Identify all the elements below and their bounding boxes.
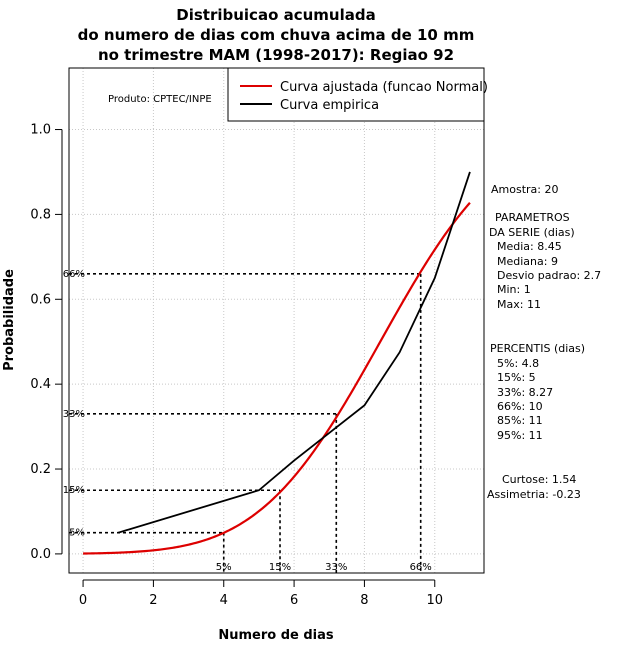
percentil-33: 33%: 8.27 [497, 386, 553, 399]
assimetria: Assimetria: -0.23 [487, 488, 581, 501]
x-tick-label-0: 0 [79, 593, 87, 608]
percentil-95: 95%: 11 [497, 429, 543, 442]
percentile-xlabel-66%: 66% [410, 562, 432, 573]
y-tick-label-5: 1.0 [30, 123, 51, 138]
fitted-normal-curve [83, 202, 471, 555]
param-min: Min: 1 [497, 283, 531, 296]
axes: 0 2 4 6 8 10 0.0 0.2 0.4 0.6 0.8 1.0 [30, 123, 443, 608]
params-title-2: DA SERIE (dias) [489, 226, 575, 239]
percentil-66: 66%: 10 [497, 400, 543, 413]
percentil-15: 15%: 5 [497, 371, 536, 384]
x-tick-label-8: 8 [360, 593, 368, 608]
y-tick-label-0: 0.0 [30, 547, 51, 562]
side-panel: Amostra: 20 PARAMETROS DA SERIE (dias) M… [487, 183, 601, 501]
x-axis-title: Numero de dias [218, 628, 334, 643]
params-title-1: PARAMETROS [495, 211, 570, 224]
y-tick-label-2: 0.4 [30, 377, 51, 392]
chart-title-line-1: Distribuicao acumulada [176, 6, 375, 24]
percentile-guides: 5% 5% 15% 15% 33% 33% 66% 66% [63, 269, 432, 573]
sample-size: Amostra: 20 [491, 183, 558, 196]
percentile-ylabel-15%: 15% [63, 485, 85, 496]
legend-label-fitted: Curva ajustada (funcao Normal) [280, 80, 488, 95]
param-desvio: Desvio padrao: 2.7 [497, 269, 601, 282]
x-tick-label-2: 2 [149, 593, 157, 608]
y-tick-label-3: 0.6 [30, 292, 51, 307]
grid [69, 68, 484, 573]
series-layer [83, 171, 471, 555]
percentile-ylabel-33%: 33% [63, 409, 85, 420]
y-tick-label-1: 0.2 [30, 462, 51, 477]
legend: Curva ajustada (funcao Normal) Curva emp… [227, 67, 488, 122]
param-max: Max: 11 [497, 298, 541, 311]
percentil-5: 5%: 4.8 [497, 357, 539, 370]
percentil-85: 85%: 11 [497, 414, 543, 427]
percentis-title: PERCENTIS (dias) [490, 342, 585, 355]
x-tick-label-4: 4 [220, 593, 228, 608]
percentile-xlabel-5%: 5% [216, 562, 232, 573]
empirical-curve [117, 171, 471, 534]
chart-title-line-3: no trimestre MAM (1998-2017): Regiao 92 [98, 46, 454, 64]
y-axis-title: Probabilidade [2, 269, 17, 371]
legend-label-empirical: Curva empirica [280, 98, 379, 113]
chart-title-line-2: do numero de dias com chuva acima de 10 … [78, 26, 475, 44]
param-media: Media: 8.45 [497, 240, 562, 253]
percentile-ylabel-5%: 5% [69, 528, 85, 539]
legend-box [227, 67, 485, 122]
percentile-xlabel-33%: 33% [325, 562, 347, 573]
curtose: Curtose: 1.54 [502, 473, 576, 486]
x-tick-label-10: 10 [426, 593, 443, 608]
percentile-xlabel-15%: 15% [269, 562, 291, 573]
x-tick-label-6: 6 [290, 593, 298, 608]
percentile-ylabel-66%: 66% [63, 269, 85, 280]
y-tick-label-4: 0.8 [30, 207, 51, 222]
plot-frame [68, 67, 485, 574]
source-note: Produto: CPTEC/INPE [108, 94, 212, 105]
param-mediana: Mediana: 9 [497, 255, 558, 268]
